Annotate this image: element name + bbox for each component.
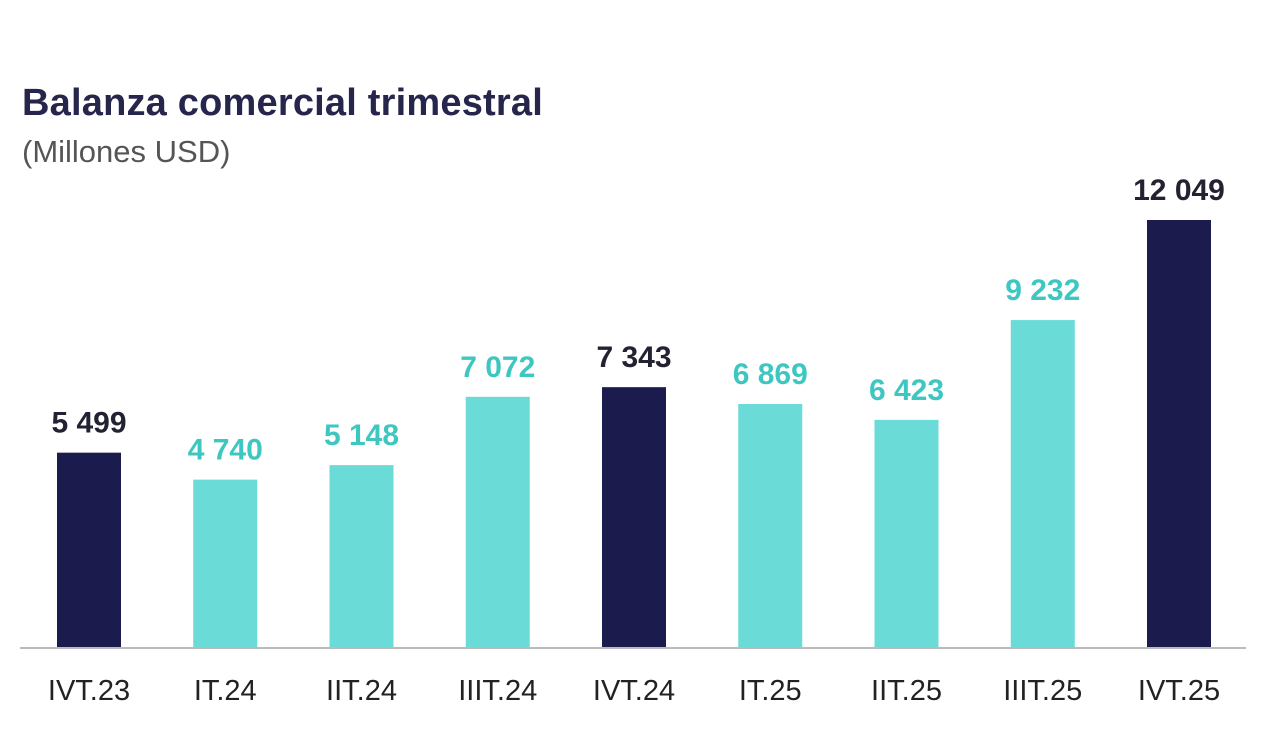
x-tick-label-IT.25: IT.25	[739, 675, 802, 707]
bar-IIIT.24	[465, 396, 530, 648]
bar-IVT.24	[602, 387, 666, 648]
bar-IIT.25	[874, 419, 939, 648]
bar-IIT.24	[329, 465, 394, 648]
x-tick-label-IIT.25: IIT.25	[871, 675, 942, 707]
bar-IT.24	[193, 479, 258, 648]
x-tick-label-IIIT.25: IIIT.25	[1003, 675, 1082, 707]
data-label-IIT.24: 5 148	[324, 419, 399, 452]
bar-IT.25	[738, 404, 803, 648]
data-label-IT.24: 4 740	[188, 434, 263, 467]
bar-IIIT.25	[1010, 320, 1075, 648]
x-tick-label-IVT.23: IVT.23	[48, 675, 130, 707]
data-label-IVT.24: 7 343	[596, 341, 671, 374]
chart-subtitle: (Millones USD)	[22, 134, 231, 169]
data-label-IIIT.24: 7 072	[460, 351, 535, 384]
data-label-IIIT.25: 9 232	[1005, 274, 1080, 307]
bar-IVT.23	[57, 452, 121, 648]
chart-title: Balanza comercial trimestral	[22, 82, 543, 124]
data-label-IVT.25: 12 049	[1133, 174, 1225, 207]
bar-IVT.25	[1147, 220, 1211, 648]
data-label-IIT.25: 6 423	[869, 374, 944, 407]
data-label-IT.25: 6 869	[733, 358, 808, 391]
data-label-IVT.23: 5 499	[51, 407, 126, 440]
x-tick-label-IT.24: IT.24	[194, 675, 257, 707]
x-tick-label-IIT.24: IIT.24	[326, 675, 397, 707]
x-tick-label-IVT.24: IVT.24	[593, 675, 675, 707]
x-tick-label-IIIT.24: IIIT.24	[458, 675, 537, 707]
x-tick-label-IVT.25: IVT.25	[1138, 675, 1220, 707]
